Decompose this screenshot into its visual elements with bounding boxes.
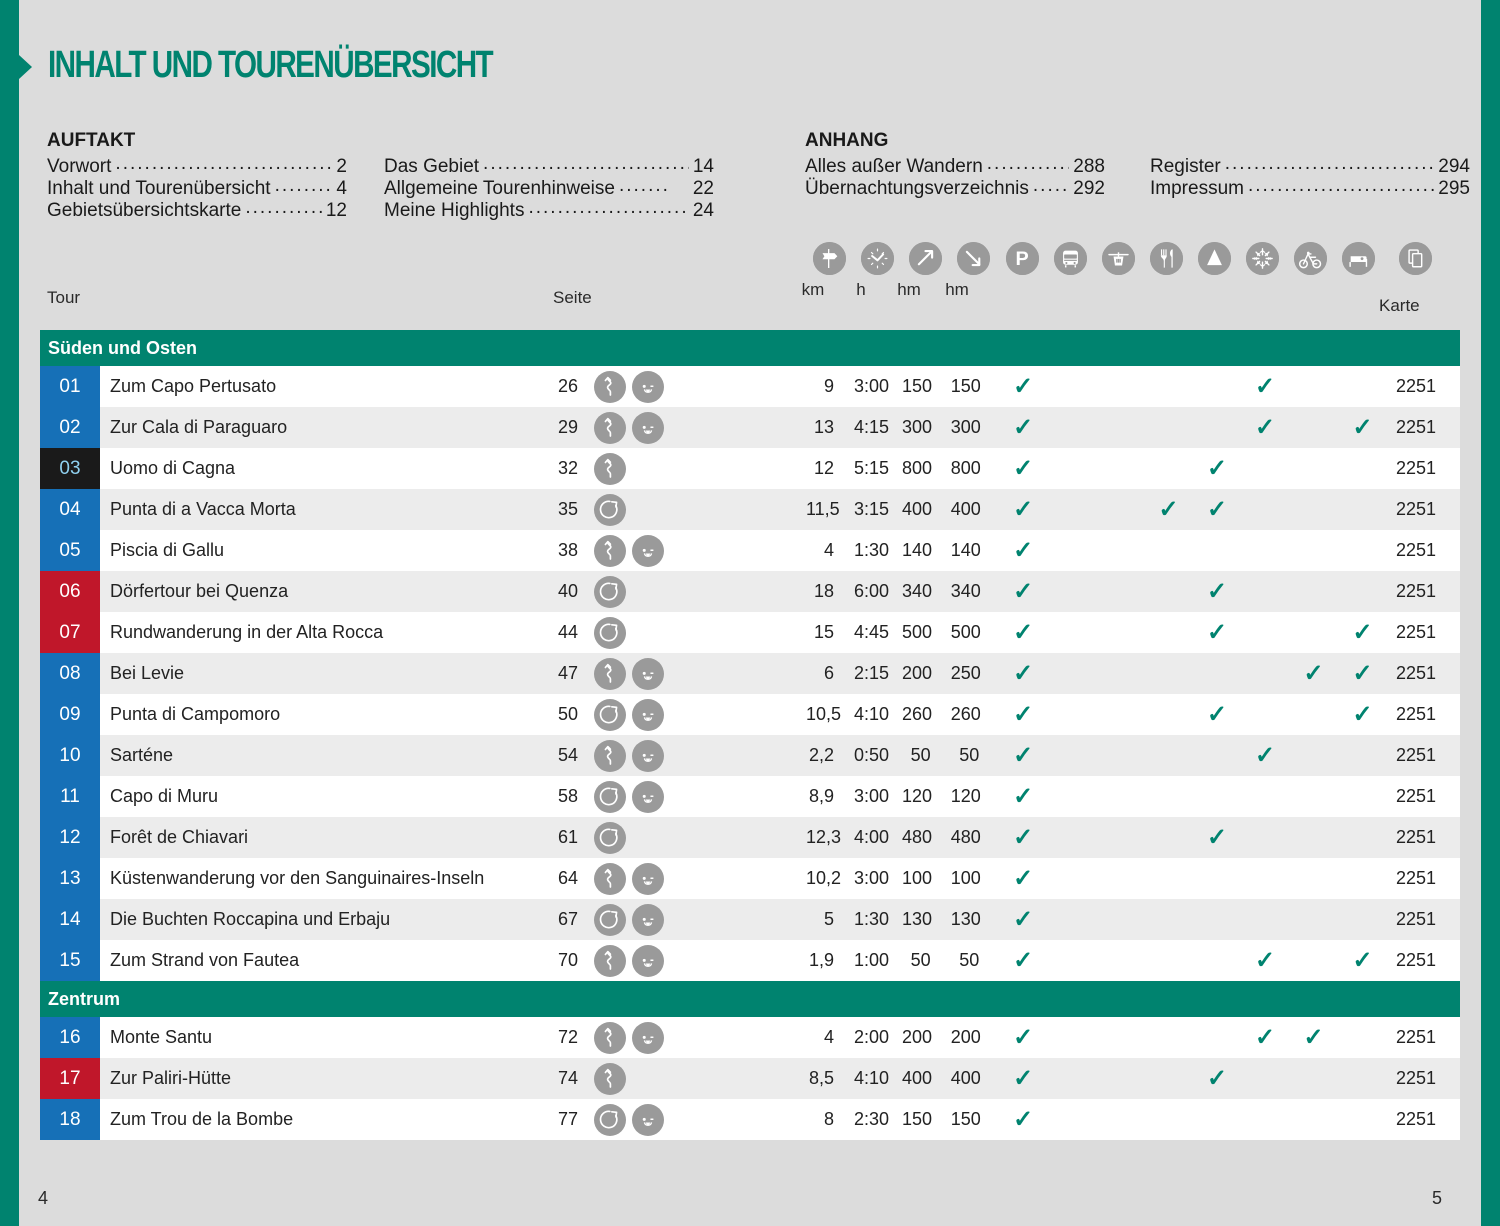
svg-text:P: P — [1015, 248, 1028, 270]
